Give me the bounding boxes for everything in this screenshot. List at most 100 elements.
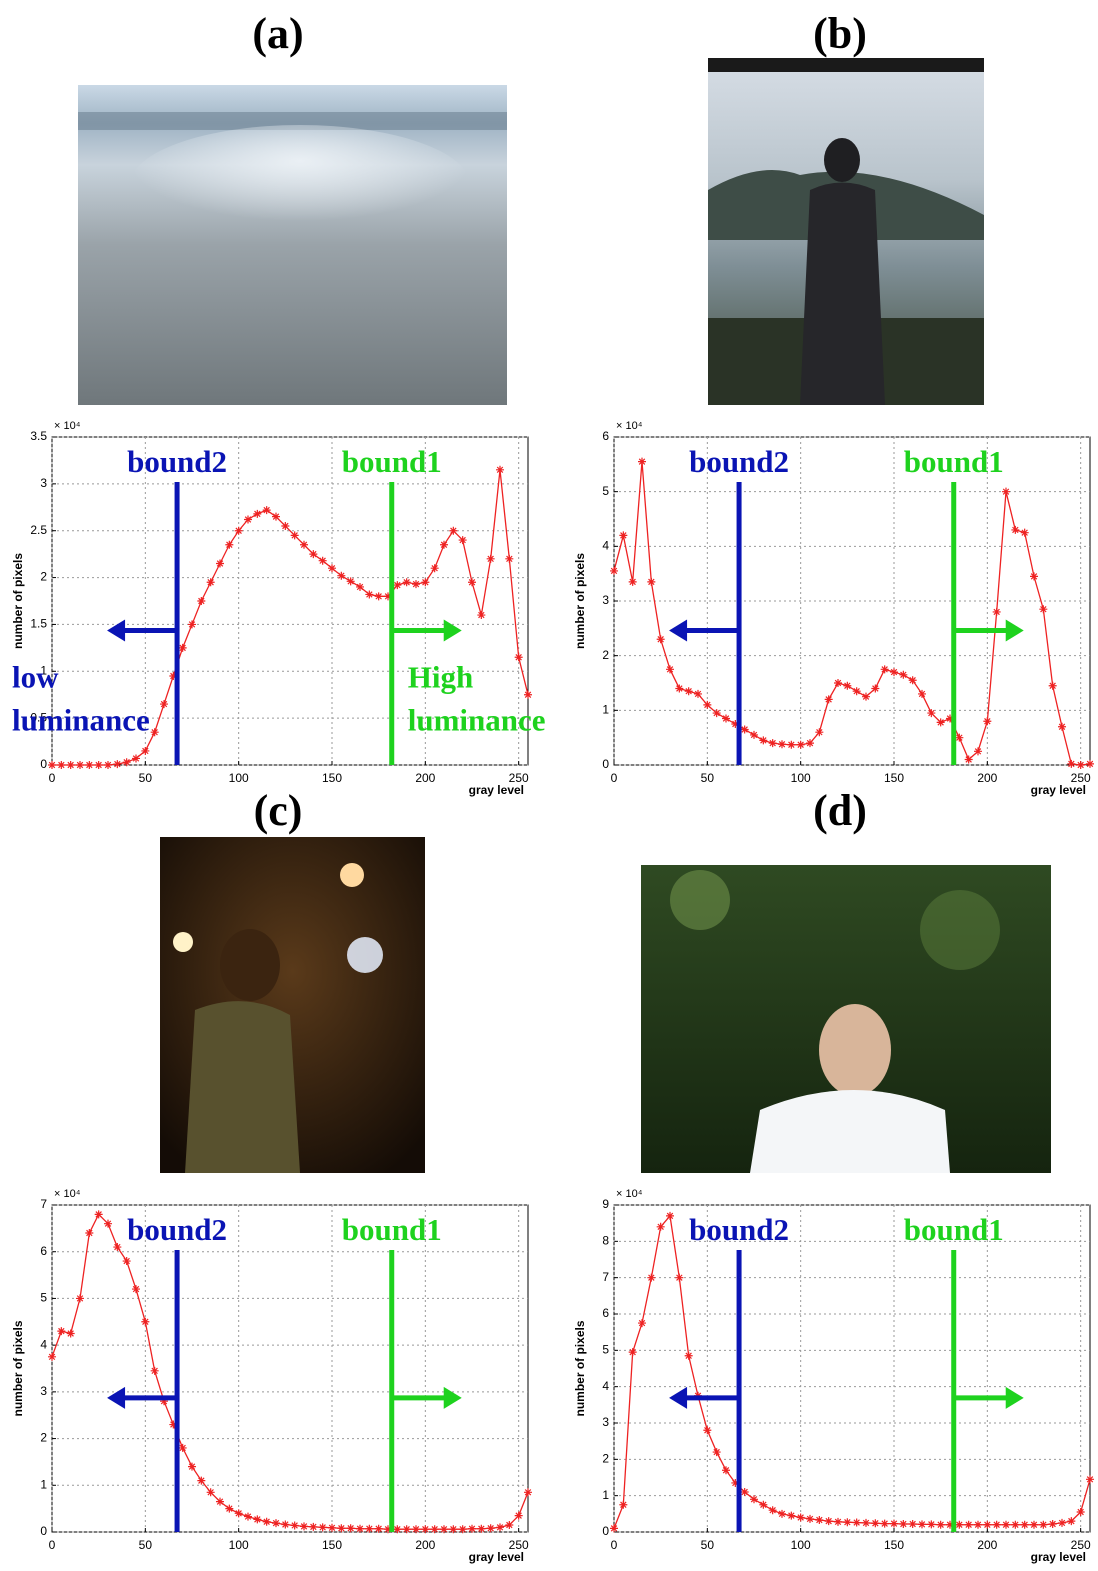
x-tick-label: 0 — [611, 771, 618, 785]
data-point — [412, 580, 420, 589]
data-point — [684, 687, 693, 696]
data-point — [964, 1520, 973, 1529]
data-point — [524, 690, 532, 699]
data-point — [300, 540, 308, 549]
data-point — [122, 1257, 131, 1266]
region-label: luminance — [408, 703, 546, 738]
data-point — [337, 1524, 346, 1533]
data-point — [684, 1351, 693, 1360]
data-point — [524, 1488, 532, 1497]
data-point — [722, 714, 730, 723]
data-point — [852, 687, 861, 696]
data-line — [52, 469, 529, 766]
data-point — [834, 679, 842, 687]
data-point — [778, 1509, 786, 1518]
data-point — [647, 577, 656, 586]
x-tick-label: 100 — [229, 1538, 249, 1552]
data-point — [393, 1525, 402, 1534]
data-point — [983, 717, 992, 726]
data-point — [113, 1243, 122, 1252]
data-point — [150, 728, 159, 737]
data-point — [216, 1497, 224, 1506]
arrow-head — [1005, 619, 1024, 642]
data-point — [619, 1500, 628, 1509]
x-axis-label: gray level — [469, 783, 524, 797]
photo-c — [160, 837, 425, 1173]
y-tick-label: 4 — [40, 1337, 47, 1351]
data-point — [871, 684, 880, 693]
data-point — [1039, 1520, 1048, 1529]
y-tick-label: 2 — [602, 648, 609, 662]
data-point — [787, 740, 796, 749]
data-point — [468, 1524, 476, 1533]
data-point — [843, 681, 852, 690]
y-axis-label: number of pixels — [11, 1320, 25, 1416]
y-tick-label: 7 — [40, 1197, 47, 1211]
data-point — [694, 689, 702, 698]
y-tick-label: 2 — [602, 1452, 609, 1466]
data-point — [1030, 572, 1038, 581]
data-point — [122, 758, 131, 767]
x-tick-label: 50 — [701, 771, 715, 785]
data-point — [365, 1524, 374, 1533]
data-point — [862, 692, 870, 701]
data-point — [281, 522, 290, 531]
x-tick-label: 150 — [884, 771, 904, 785]
data-point — [731, 720, 740, 728]
y-scale-label: × 10⁴ — [54, 420, 81, 432]
data-point — [908, 1520, 917, 1529]
data-point — [48, 761, 56, 769]
data-point — [759, 1500, 768, 1509]
data-point — [656, 635, 665, 644]
data-point — [1030, 1520, 1038, 1529]
y-tick-label: 8 — [602, 1234, 609, 1248]
data-point — [666, 665, 674, 674]
data-point — [880, 1519, 889, 1528]
data-point — [796, 740, 805, 749]
data-point — [1076, 761, 1085, 769]
data-point — [778, 740, 786, 749]
data-point — [318, 1523, 327, 1532]
x-tick-label: 100 — [791, 1538, 811, 1552]
data-point — [141, 1317, 150, 1326]
data-point — [440, 540, 448, 549]
data-point — [206, 1488, 215, 1497]
data-point — [290, 1521, 299, 1530]
data-point — [740, 725, 749, 734]
x-tick-label: 0 — [611, 1538, 618, 1552]
x-tick-label: 250 — [509, 771, 529, 785]
data-point — [384, 592, 392, 601]
data-point — [309, 550, 318, 559]
data-point — [610, 566, 618, 575]
data-point — [703, 700, 712, 709]
plot-area — [51, 1204, 529, 1533]
data-point — [57, 1327, 66, 1336]
data-point — [57, 761, 66, 769]
arrow-head — [1005, 1386, 1024, 1409]
data-point — [440, 1525, 448, 1534]
data-point — [374, 1524, 383, 1533]
photo-b — [708, 58, 984, 405]
data-line — [51, 1213, 529, 1530]
data-point — [890, 668, 898, 677]
x-tick-label: 200 — [415, 771, 435, 785]
data-point — [309, 1522, 318, 1531]
y-tick-label: 5 — [40, 1291, 47, 1305]
data-point — [955, 733, 964, 742]
data-point — [1039, 605, 1048, 614]
data-point — [430, 1525, 439, 1534]
x-axis-label: gray level — [469, 1550, 524, 1564]
plot-area — [613, 1204, 1091, 1533]
data-point — [160, 700, 168, 709]
x-tick-label: 250 — [1071, 771, 1091, 785]
data-point — [806, 1514, 814, 1523]
data-point — [992, 1520, 1001, 1529]
arrow-head — [669, 619, 688, 642]
panel-label: (d) — [813, 786, 867, 835]
x-axis-label: gray level — [1031, 1550, 1086, 1564]
y-tick-label: 4 — [602, 539, 609, 553]
data-point — [104, 761, 112, 769]
x-tick-label: 250 — [1071, 1538, 1091, 1552]
data-point — [638, 457, 646, 466]
data-point — [346, 1524, 355, 1533]
